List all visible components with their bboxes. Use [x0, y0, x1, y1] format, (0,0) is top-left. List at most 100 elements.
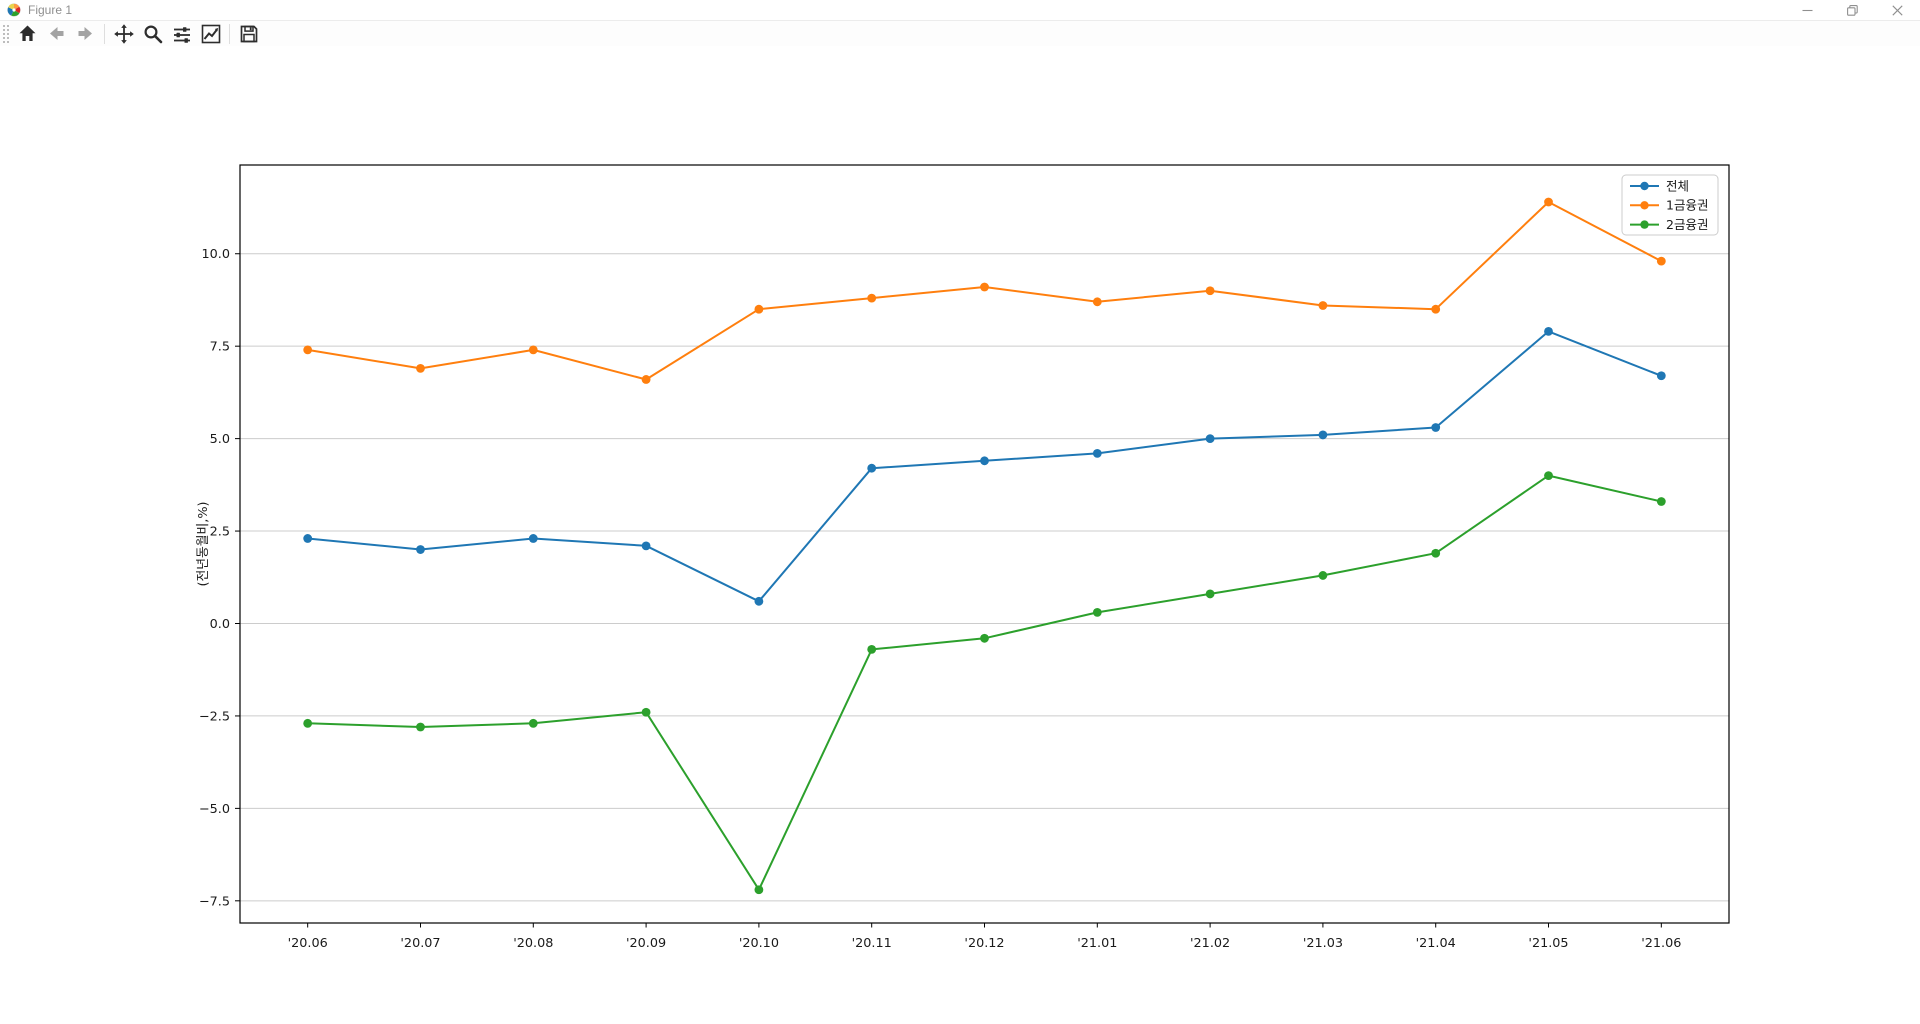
pan-button[interactable] — [110, 22, 137, 46]
data-point — [754, 304, 764, 314]
y-tick-label: 10.0 — [202, 247, 231, 262]
toolbar-separator — [229, 23, 230, 44]
data-point — [754, 596, 764, 606]
x-tick-label: '21.04 — [1416, 936, 1456, 951]
x-tick-label: '21.02 — [1190, 936, 1230, 951]
data-point — [1656, 371, 1666, 381]
x-tick-label: '20.08 — [513, 936, 553, 951]
toolbar-grip-icon[interactable] — [3, 24, 9, 43]
legend-entry-2: 2금융권 — [1630, 217, 1708, 232]
close-icon — [1892, 4, 1903, 16]
window-title: Figure 1 — [28, 3, 73, 17]
data-point — [867, 293, 877, 303]
data-point — [980, 282, 989, 292]
series-line — [307, 330, 1662, 603]
home-icon — [19, 25, 36, 41]
y-tick-label: −2.5 — [199, 709, 230, 724]
configure-subplots-button[interactable] — [168, 22, 195, 46]
zoom-magnifier-icon — [143, 24, 162, 43]
legend-entry-0: 전체 — [1630, 178, 1689, 193]
x-tick-label: '20.12 — [964, 936, 1004, 951]
data-point — [303, 345, 313, 355]
y-axis: 10.0 7.5 5.0 2.5 0.0 −2.5 −5.0 −7.5 — [199, 247, 240, 909]
data-point — [641, 375, 651, 384]
series-2 — [303, 471, 1666, 895]
data-point — [1205, 589, 1215, 599]
legend-label: 2금융권 — [1666, 217, 1708, 232]
y-tick-label: 7.5 — [210, 340, 230, 355]
data-point — [1544, 197, 1553, 207]
legend-label: 전체 — [1666, 178, 1689, 193]
toolbar-separator — [104, 23, 105, 44]
data-point — [641, 541, 651, 551]
x-axis: '20.06 '20.07 '20.08 '20.09 '20.10 '20.11 '20.… — [288, 923, 1681, 951]
legend-label: 1금융권 — [1666, 198, 1708, 213]
legend-marker — [1640, 201, 1649, 210]
y-tick-label: 2.5 — [210, 525, 230, 540]
data-point — [528, 345, 538, 355]
data-point — [1431, 304, 1441, 314]
data-point — [1092, 449, 1102, 458]
zoom-button[interactable] — [139, 22, 166, 46]
save-button[interactable] — [235, 22, 262, 46]
home-button[interactable] — [14, 22, 41, 46]
x-tick-label: '20.06 — [288, 936, 328, 951]
plot-border — [239, 164, 1730, 924]
data-point — [1656, 256, 1666, 266]
data-point — [1205, 286, 1215, 296]
data-point — [1318, 430, 1328, 440]
data-point — [641, 707, 651, 717]
x-tick-label: '21.05 — [1528, 936, 1568, 951]
legend[interactable]: 전체 1금융권 2금융권 — [1621, 174, 1719, 236]
data-point — [867, 644, 877, 654]
data-point — [980, 456, 989, 466]
edit-parameters-button[interactable] — [197, 22, 224, 46]
data-point — [1544, 326, 1553, 336]
restore-icon — [1847, 4, 1858, 16]
floppy-disk-icon — [240, 25, 257, 42]
x-tick-label: '21.03 — [1303, 936, 1343, 951]
line-chart-icon — [201, 24, 220, 43]
series-1 — [303, 197, 1666, 384]
y-tick-label: −5.0 — [199, 802, 230, 817]
x-tick-label: '20.07 — [400, 936, 440, 951]
back-arrow-icon — [50, 27, 64, 40]
data-point — [1318, 571, 1328, 580]
data-point — [416, 545, 425, 554]
close-button[interactable] — [1875, 0, 1920, 20]
data-point — [754, 885, 764, 895]
data-point — [1092, 297, 1102, 307]
data-point — [528, 718, 538, 728]
data-point — [416, 363, 425, 373]
data-point — [980, 633, 989, 643]
series-line — [307, 474, 1662, 891]
legend-box — [1621, 174, 1719, 236]
figure-canvas-area: '20.06 '20.07 '20.08 '20.09 '20.10 '20.11 '20.… — [0, 46, 1920, 1024]
figure-canvas[interactable]: '20.06 '20.07 '20.08 '20.09 '20.10 '20.11 '20.… — [0, 46, 1920, 1024]
minimize-icon — [1802, 9, 1813, 11]
back-button[interactable] — [43, 22, 70, 46]
sliders-icon — [173, 26, 190, 43]
data-point — [1205, 434, 1215, 444]
data-point — [1318, 301, 1328, 310]
x-tick-label: '21.01 — [1077, 936, 1117, 951]
y-tick-label: −7.5 — [199, 894, 230, 909]
pan-arrows-icon — [113, 23, 134, 44]
restore-button[interactable] — [1830, 0, 1875, 20]
minimize-button[interactable] — [1785, 0, 1830, 20]
figure-toolbar — [0, 21, 1920, 46]
y-tick-label: 0.0 — [210, 617, 230, 632]
data-point — [303, 718, 313, 728]
window-controls — [1785, 0, 1920, 20]
data-point — [528, 534, 538, 543]
x-tick-label: '20.09 — [626, 936, 666, 951]
legend-marker — [1640, 181, 1649, 191]
y-tick-label: 5.0 — [210, 432, 230, 447]
data-point — [1544, 471, 1553, 480]
y-axis-label: (전년동월비,%) — [196, 501, 211, 586]
gridlines — [240, 253, 1729, 902]
data-point — [1656, 497, 1666, 506]
x-tick-label: '21.06 — [1641, 936, 1681, 951]
forward-button[interactable] — [72, 22, 99, 46]
x-tick-label: '20.10 — [739, 936, 779, 951]
